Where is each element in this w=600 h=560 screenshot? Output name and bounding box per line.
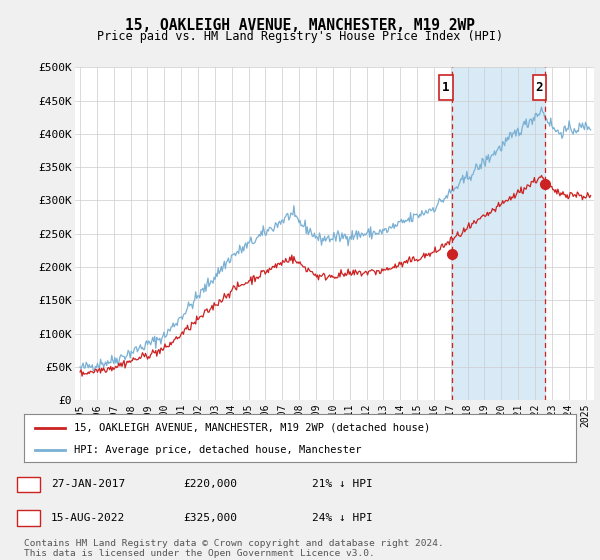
Text: 15-AUG-2022: 15-AUG-2022 — [51, 513, 125, 523]
Text: 24% ↓ HPI: 24% ↓ HPI — [312, 513, 373, 523]
Text: 21% ↓ HPI: 21% ↓ HPI — [312, 479, 373, 489]
Text: 15, OAKLEIGH AVENUE, MANCHESTER, M19 2WP (detached house): 15, OAKLEIGH AVENUE, MANCHESTER, M19 2WP… — [74, 423, 430, 433]
Text: 2: 2 — [25, 511, 32, 525]
Text: Price paid vs. HM Land Registry's House Price Index (HPI): Price paid vs. HM Land Registry's House … — [97, 30, 503, 44]
FancyBboxPatch shape — [533, 74, 546, 100]
Text: 1: 1 — [25, 478, 32, 491]
Text: 15, OAKLEIGH AVENUE, MANCHESTER, M19 2WP: 15, OAKLEIGH AVENUE, MANCHESTER, M19 2WP — [125, 18, 475, 32]
FancyBboxPatch shape — [439, 74, 452, 100]
Text: 1: 1 — [442, 81, 449, 94]
Text: HPI: Average price, detached house, Manchester: HPI: Average price, detached house, Manc… — [74, 445, 361, 455]
Text: 2: 2 — [536, 81, 543, 94]
Text: £325,000: £325,000 — [183, 513, 237, 523]
Text: Contains HM Land Registry data © Crown copyright and database right 2024.
This d: Contains HM Land Registry data © Crown c… — [24, 539, 444, 558]
Text: £220,000: £220,000 — [183, 479, 237, 489]
Text: 27-JAN-2017: 27-JAN-2017 — [51, 479, 125, 489]
Bar — [452, 67, 545, 400]
